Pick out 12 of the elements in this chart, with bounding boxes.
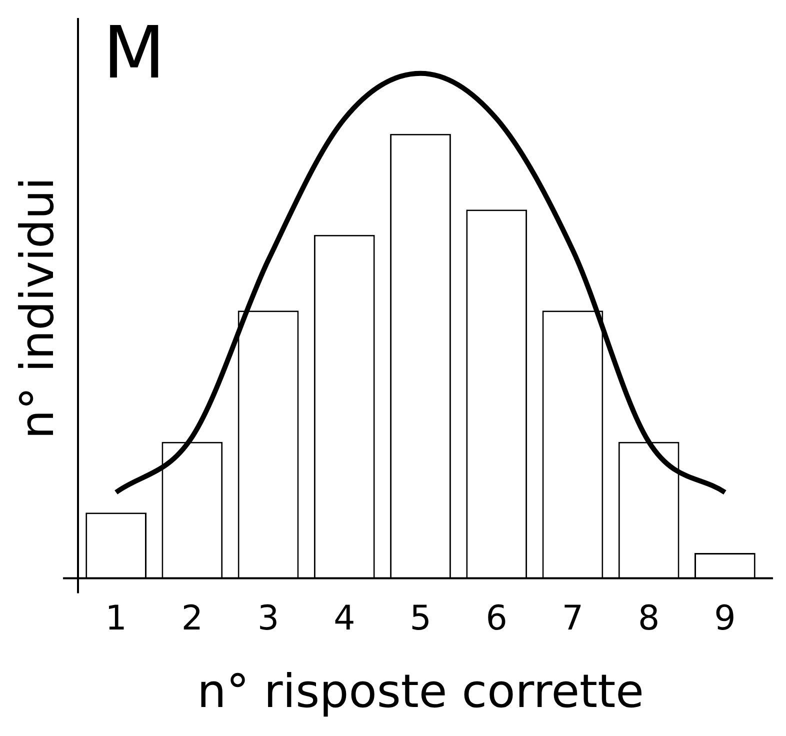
x-tick-label: 2 [181,598,203,638]
x-tick-label: 4 [334,598,356,638]
chart-title: M [103,10,166,95]
y-axis-title: n° individui [10,177,64,440]
x-tick-label: 1 [105,598,127,638]
x-tick-label: 8 [638,598,660,638]
x-axis-title: n° risposte corrette [197,664,644,718]
x-tick-label: 6 [486,598,508,638]
x-tick-label: 9 [714,598,736,638]
x-tick-label: 5 [410,598,432,638]
x-tick-label: 3 [257,598,280,638]
x-tick-label: 7 [562,598,584,638]
